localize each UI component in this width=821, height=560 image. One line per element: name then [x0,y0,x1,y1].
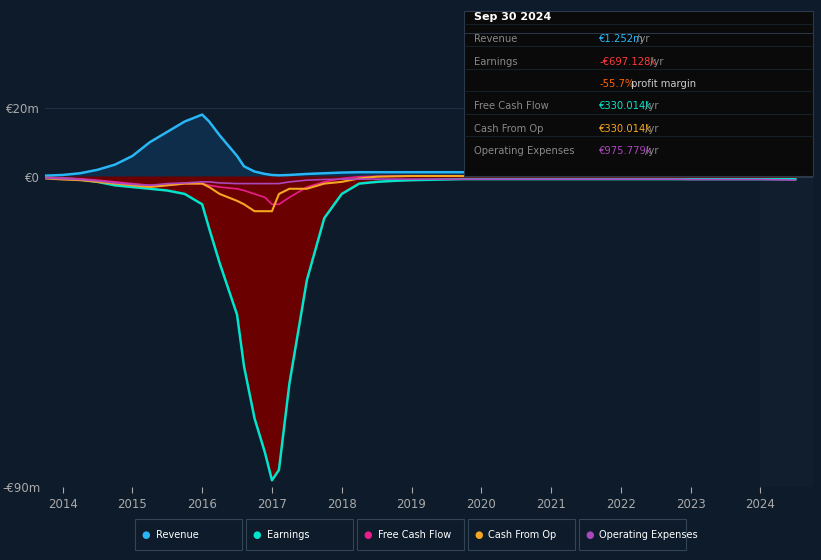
Text: /yr: /yr [642,146,658,156]
Text: ●: ● [364,530,372,540]
Text: Cash From Op: Cash From Op [488,530,557,540]
Text: /yr: /yr [642,124,658,134]
Text: Free Cash Flow: Free Cash Flow [378,530,451,540]
Text: /yr: /yr [633,34,649,44]
Text: €975.779k: €975.779k [599,146,653,156]
Text: Earnings: Earnings [474,57,517,67]
Text: €1.252m: €1.252m [599,34,644,44]
Text: Operating Expenses: Operating Expenses [599,530,698,540]
Text: Operating Expenses: Operating Expenses [474,146,574,156]
Text: Cash From Op: Cash From Op [474,124,544,134]
Text: Earnings: Earnings [267,530,310,540]
Text: Free Cash Flow: Free Cash Flow [474,101,548,111]
Text: profit margin: profit margin [628,79,696,89]
Bar [760,101,813,487]
Text: ●: ● [253,530,261,540]
Text: -55.7%: -55.7% [599,79,635,89]
Text: Sep 30 2024: Sep 30 2024 [474,12,551,22]
Text: ●: ● [475,530,483,540]
Text: -€697.128k: -€697.128k [599,57,657,67]
Text: ●: ● [585,530,594,540]
Text: Revenue: Revenue [156,530,199,540]
Text: €330.014k: €330.014k [599,124,653,134]
Text: ●: ● [142,530,150,540]
Text: €330.014k: €330.014k [599,101,653,111]
Text: /yr: /yr [642,101,658,111]
Text: /yr: /yr [647,57,663,67]
Text: Revenue: Revenue [474,34,517,44]
